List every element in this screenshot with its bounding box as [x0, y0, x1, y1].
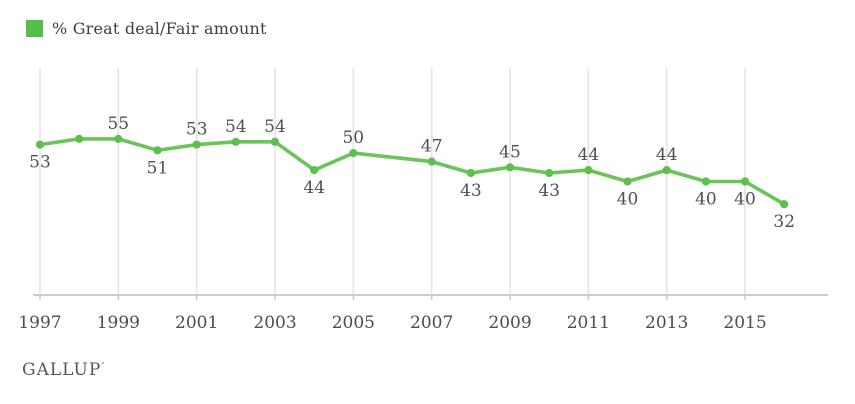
trend-line-chart: 1997 1999 2001 2003 2005 2007 2009 2011 2013 2015… [18, 68, 828, 333]
data-point-label: 53 [29, 153, 51, 173]
x-axis-label: 2013 [645, 313, 688, 333]
data-point-label: 44 [656, 145, 678, 165]
data-point-marker [153, 146, 162, 155]
data-point-marker [701, 177, 711, 186]
data-point-label: 40 [734, 190, 756, 210]
data-point-marker [662, 166, 671, 175]
data-point-marker [114, 134, 123, 143]
data-point-label: 45 [499, 142, 521, 162]
data-point-marker [780, 200, 789, 209]
gallup-logo: GALLUPʼ [22, 360, 104, 380]
legend-label: % Great deal/Fair amount [52, 19, 267, 38]
x-axis-label: 1997 [18, 313, 61, 333]
data-point-label: 54 [264, 117, 286, 137]
gallup-logo-text: GALLUP [22, 360, 102, 380]
data-point-marker [349, 149, 358, 158]
x-axis-label: 2015 [723, 313, 766, 333]
data-point-marker [740, 177, 750, 186]
data-point-label: 40 [617, 190, 639, 210]
data-point-label: 51 [147, 158, 169, 178]
data-point-marker [505, 163, 515, 172]
data-point-label: 54 [225, 117, 247, 137]
data-point-marker [75, 134, 84, 143]
data-point-marker [310, 166, 319, 175]
x-axis-label: 2003 [253, 313, 296, 333]
data-point-label: 44 [303, 178, 325, 198]
x-axis-label: 2007 [410, 313, 453, 333]
data-point-marker [545, 168, 554, 178]
data-point-marker [231, 137, 240, 146]
trademark-mark: ʼ [101, 362, 105, 372]
data-point-label: 40 [695, 190, 717, 210]
x-axis-label: 2011 [567, 313, 610, 333]
data-point-marker [466, 168, 475, 178]
data-point-marker [427, 157, 436, 166]
data-point-marker [35, 140, 45, 149]
legend-swatch-icon [26, 20, 43, 37]
legend: % Great deal/Fair amount [26, 19, 267, 38]
data-point-marker [192, 140, 201, 149]
data-point-label: 50 [342, 128, 364, 148]
data-point-label: 47 [421, 137, 443, 157]
data-point-label: 43 [538, 181, 560, 201]
data-point-label: 53 [186, 120, 208, 140]
data-point-label: 44 [578, 145, 600, 165]
data-point-marker [584, 166, 593, 175]
data-point-label: 55 [107, 114, 129, 134]
x-axis-label: 2001 [175, 313, 218, 333]
x-axis-label: 2009 [488, 313, 531, 333]
x-axis-label: 1999 [97, 313, 140, 333]
x-axis-label: 2005 [332, 313, 375, 333]
data-point-marker [623, 177, 632, 186]
data-point-label: 43 [460, 181, 482, 201]
data-point-marker [270, 137, 280, 146]
data-point-label: 32 [773, 212, 795, 232]
